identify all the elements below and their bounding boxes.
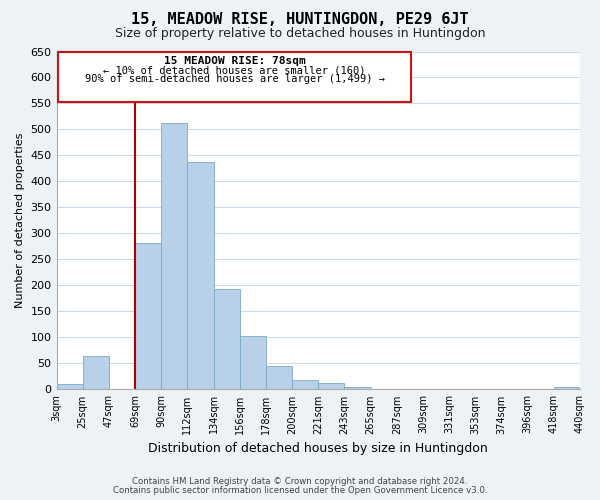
Text: Size of property relative to detached houses in Huntingdon: Size of property relative to detached ho… <box>115 28 485 40</box>
Text: Contains public sector information licensed under the Open Government Licence v3: Contains public sector information licen… <box>113 486 487 495</box>
Text: 90% of semi-detached houses are larger (1,499) →: 90% of semi-detached houses are larger (… <box>85 74 385 84</box>
Text: 15 MEADOW RISE: 78sqm: 15 MEADOW RISE: 78sqm <box>164 56 305 66</box>
Bar <box>56 384 83 390</box>
Bar <box>318 383 344 390</box>
Bar <box>266 366 292 390</box>
Bar <box>83 356 109 390</box>
FancyBboxPatch shape <box>58 52 411 102</box>
Bar <box>187 162 214 390</box>
Text: 15, MEADOW RISE, HUNTINGDON, PE29 6JT: 15, MEADOW RISE, HUNTINGDON, PE29 6JT <box>131 12 469 28</box>
Bar <box>344 388 371 390</box>
Bar <box>240 336 266 390</box>
Bar <box>161 122 187 390</box>
Bar <box>135 243 161 390</box>
Bar <box>292 380 318 390</box>
Bar <box>554 388 580 390</box>
Y-axis label: Number of detached properties: Number of detached properties <box>15 133 25 308</box>
Text: ← 10% of detached houses are smaller (160): ← 10% of detached houses are smaller (16… <box>103 65 366 75</box>
Text: Contains HM Land Registry data © Crown copyright and database right 2024.: Contains HM Land Registry data © Crown c… <box>132 477 468 486</box>
Bar <box>214 288 240 390</box>
X-axis label: Distribution of detached houses by size in Huntingdon: Distribution of detached houses by size … <box>148 442 488 455</box>
